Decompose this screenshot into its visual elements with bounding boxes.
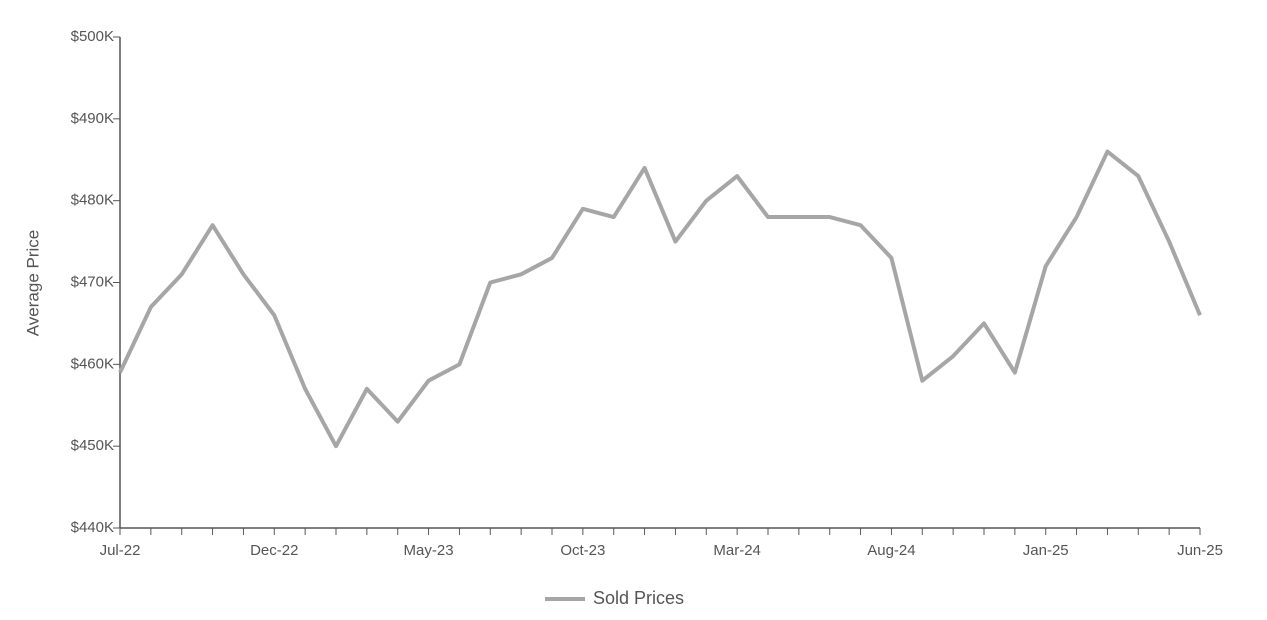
x-tick-label: Jan-25 <box>1023 542 1069 559</box>
x-tick-label: Dec-22 <box>250 542 298 559</box>
y-tick-label: $490K <box>71 110 114 127</box>
legend-label: Sold Prices <box>593 588 684 608</box>
y-tick-label: $480K <box>71 192 114 209</box>
y-tick-label: $470K <box>71 273 114 290</box>
y-tick-label: $440K <box>71 519 114 536</box>
x-tick-label: Oct-23 <box>560 542 605 559</box>
y-axis-label: Average Price <box>23 230 42 336</box>
x-tick-label: Jun-25 <box>1177 542 1223 559</box>
line-series <box>118 149 1202 449</box>
x-tick-label: Mar-24 <box>713 542 761 559</box>
x-tick-label: Aug-24 <box>867 542 915 559</box>
x-tick-label: May-23 <box>404 542 454 559</box>
y-tick-label: $450K <box>71 437 114 454</box>
y-tick-label: $500K <box>71 28 114 45</box>
y-tick-label: $460K <box>71 355 114 372</box>
x-tick-label: Jul-22 <box>100 542 141 559</box>
